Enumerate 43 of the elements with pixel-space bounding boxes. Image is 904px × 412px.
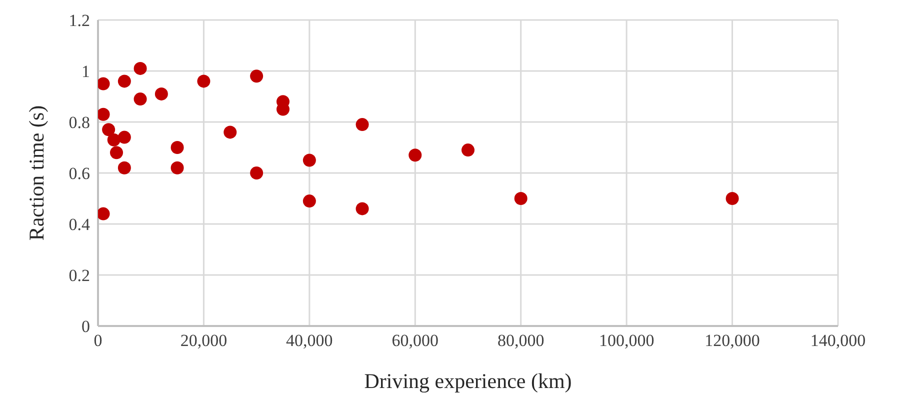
point [197,74,210,88]
x-axis-title: Driving experience (km) [364,369,572,393]
y-tick-label: 1 [82,62,90,82]
point [514,192,528,205]
point [224,126,237,139]
y-tick-label: 0.8 [68,113,90,132]
point [118,74,131,88]
x-tick-label: 80,000 [497,331,544,350]
y-tick-label: 1.2 [68,11,90,30]
point [356,118,369,132]
y-axis-title: Raction time (s) [24,105,48,241]
point [118,130,131,144]
point [726,192,739,205]
x-tick-label: 40,000 [286,331,333,350]
point [107,133,120,146]
y-tick-label: 0.6 [68,164,90,184]
point [110,146,123,160]
point [98,207,110,220]
y-tick-label: 0 [82,317,90,336]
point [154,87,168,100]
y-tick-label: 0.2 [68,266,90,286]
point [356,202,369,216]
point [462,144,474,157]
y-tick-label: 0.4 [68,215,90,234]
x-tick-label: 140,000 [810,331,866,350]
point [250,166,264,180]
point [170,141,184,154]
point [170,161,184,174]
point [250,70,264,83]
point [118,161,131,174]
x-tick-label: 0 [94,331,102,350]
x-tick-label: 60,000 [392,331,439,350]
point [408,148,422,162]
point [134,92,147,106]
point [102,123,116,136]
point [134,62,147,75]
x-tick-label: 20,000 [180,331,228,350]
point [98,77,110,90]
point [302,194,316,208]
point [98,108,110,121]
point [302,154,316,167]
x-tick-label: 100,000 [598,331,654,350]
x-tick-label: 120,000 [704,331,760,350]
